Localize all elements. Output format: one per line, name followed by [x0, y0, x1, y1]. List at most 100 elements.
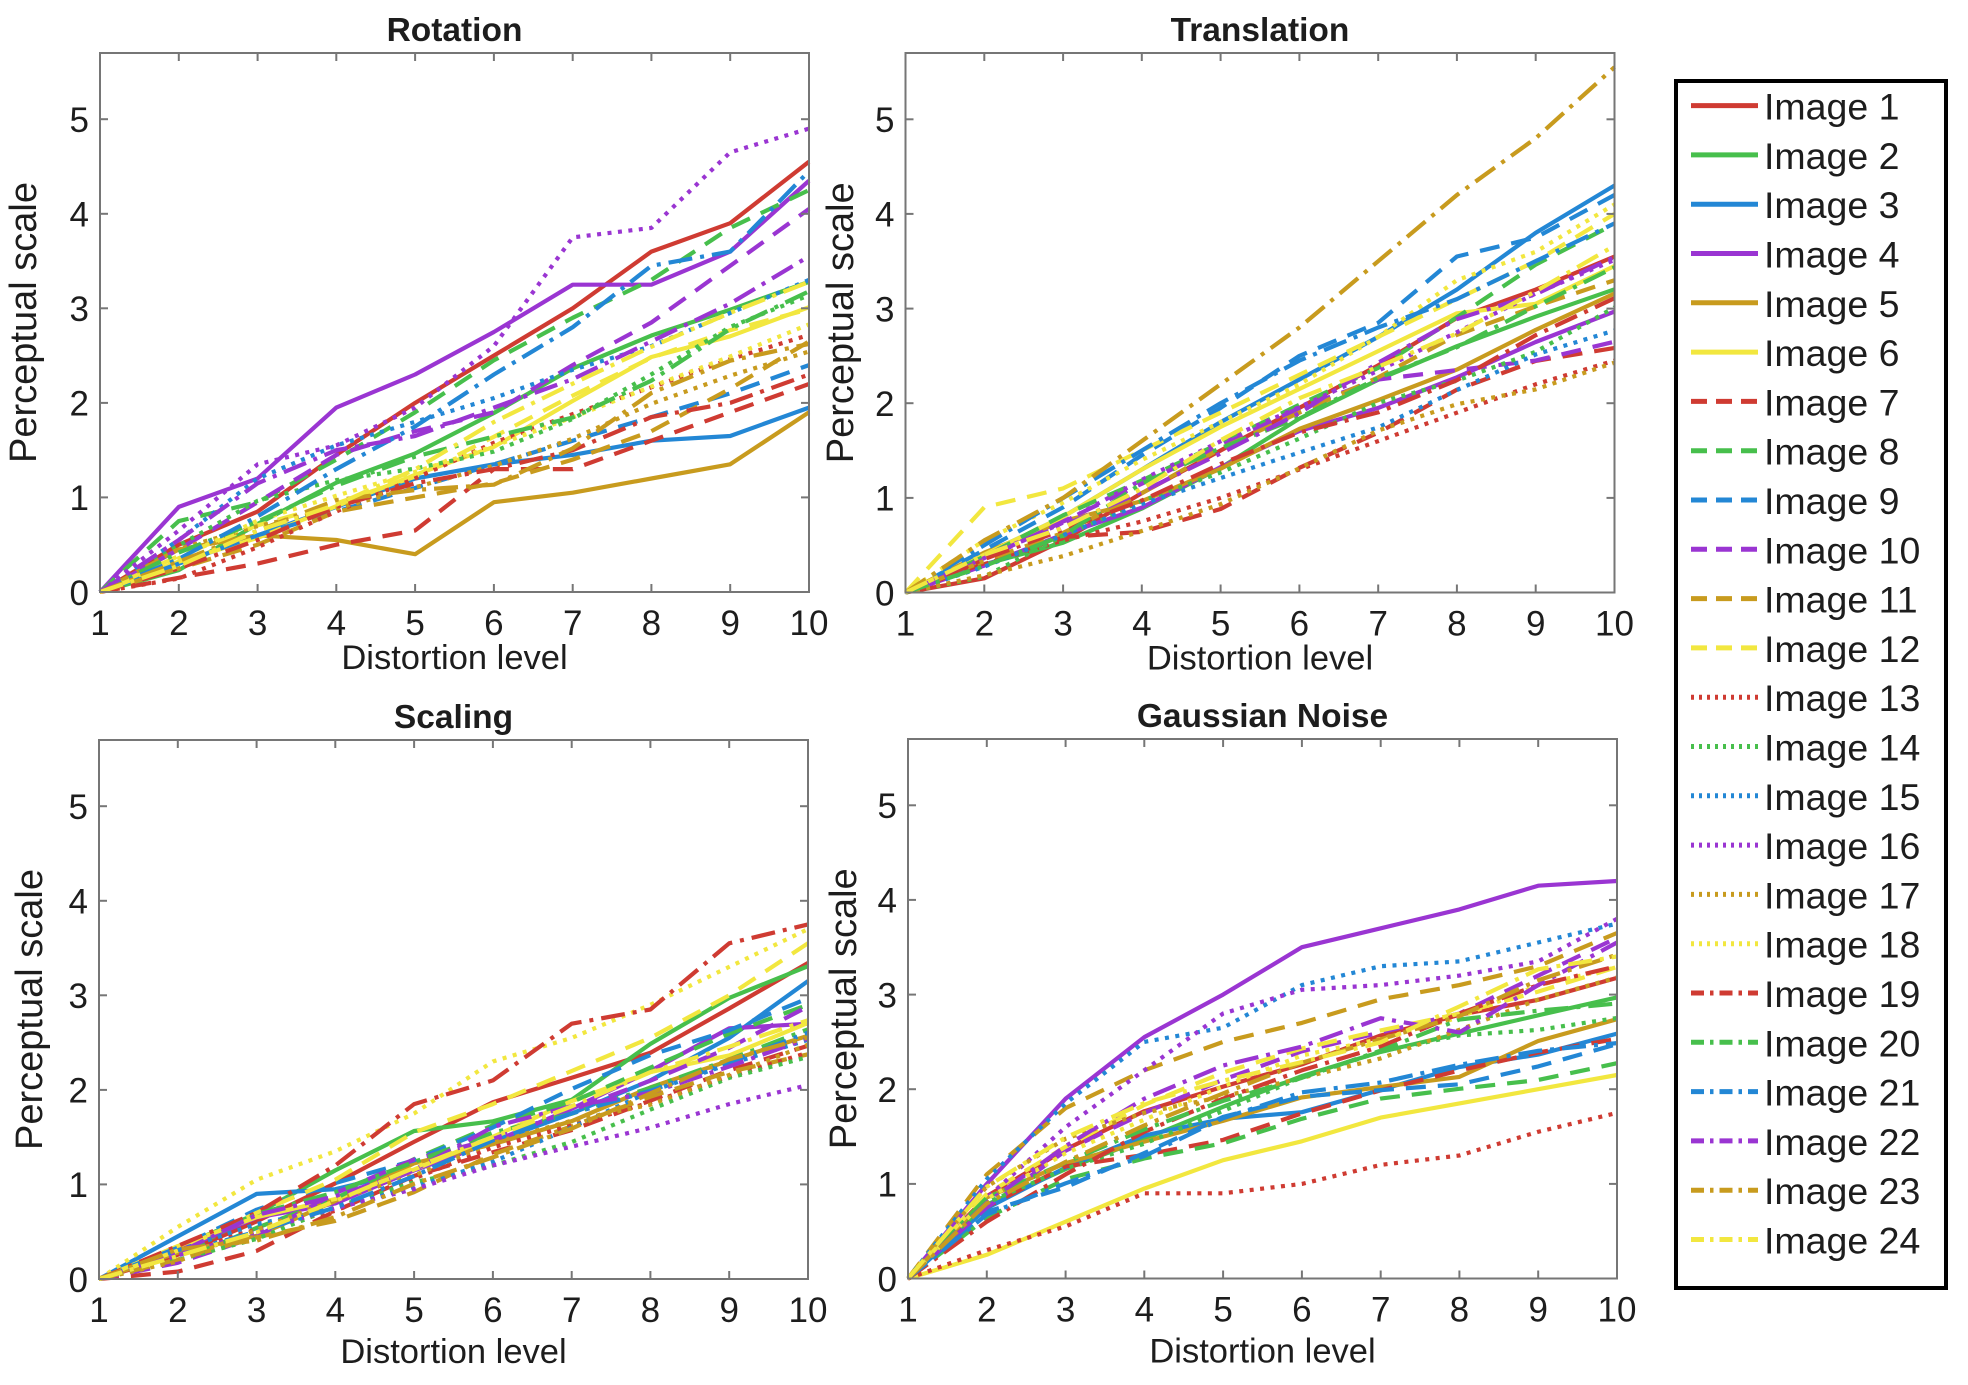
svg-text:Perceptual scale: Perceptual scale — [820, 182, 862, 463]
svg-text:Image 15: Image 15 — [1764, 776, 1920, 818]
svg-text:1: 1 — [69, 1166, 88, 1205]
svg-text:3: 3 — [70, 290, 89, 329]
svg-text:4: 4 — [1132, 605, 1151, 644]
svg-text:Image 8: Image 8 — [1764, 431, 1900, 473]
svg-text:Translation: Translation — [1171, 12, 1350, 49]
svg-text:9: 9 — [1526, 605, 1545, 644]
svg-text:6: 6 — [1292, 1291, 1311, 1330]
svg-text:Image 1: Image 1 — [1764, 86, 1900, 128]
svg-text:4: 4 — [878, 882, 897, 921]
svg-text:Image 3: Image 3 — [1764, 184, 1900, 226]
svg-text:1: 1 — [89, 1291, 108, 1330]
svg-text:Image 16: Image 16 — [1764, 825, 1920, 867]
svg-text:5: 5 — [1213, 1291, 1232, 1330]
svg-text:3: 3 — [248, 604, 267, 643]
svg-text:7: 7 — [563, 604, 582, 643]
svg-text:5: 5 — [405, 604, 424, 643]
svg-text:Scaling: Scaling — [394, 699, 513, 736]
svg-text:2: 2 — [69, 1072, 88, 1111]
svg-text:8: 8 — [1450, 1291, 1469, 1330]
svg-text:Image 9: Image 9 — [1764, 480, 1900, 522]
svg-text:2: 2 — [169, 604, 188, 643]
svg-text:3: 3 — [878, 976, 897, 1015]
svg-text:Image 13: Image 13 — [1764, 677, 1920, 719]
svg-text:3: 3 — [247, 1291, 266, 1330]
svg-text:5: 5 — [404, 1291, 423, 1330]
svg-text:4: 4 — [326, 1291, 345, 1330]
svg-text:3: 3 — [875, 290, 894, 329]
svg-text:3: 3 — [1056, 1291, 1075, 1330]
svg-text:7: 7 — [562, 1291, 581, 1330]
svg-text:Perceptual scale: Perceptual scale — [823, 868, 865, 1149]
svg-text:Image 2: Image 2 — [1764, 135, 1900, 177]
svg-text:9: 9 — [720, 604, 739, 643]
svg-text:Perceptual scale: Perceptual scale — [9, 869, 51, 1150]
svg-text:0: 0 — [875, 574, 894, 613]
svg-text:Image 21: Image 21 — [1764, 1072, 1920, 1114]
svg-text:0: 0 — [70, 574, 89, 613]
svg-text:Image 14: Image 14 — [1764, 727, 1920, 769]
svg-text:1: 1 — [70, 479, 89, 518]
svg-text:Image 7: Image 7 — [1764, 381, 1900, 423]
svg-text:8: 8 — [1447, 605, 1466, 644]
svg-text:4: 4 — [875, 196, 894, 235]
svg-text:7: 7 — [1368, 605, 1387, 644]
svg-text:9: 9 — [1528, 1291, 1547, 1330]
svg-text:Image 5: Image 5 — [1764, 283, 1900, 325]
svg-text:Image 12: Image 12 — [1764, 628, 1920, 670]
svg-text:Image 19: Image 19 — [1764, 973, 1920, 1015]
svg-text:1: 1 — [896, 605, 915, 644]
svg-text:Image 11: Image 11 — [1764, 579, 1918, 621]
svg-text:3: 3 — [1053, 605, 1072, 644]
svg-text:8: 8 — [641, 1291, 660, 1330]
svg-text:Image 24: Image 24 — [1764, 1220, 1920, 1262]
svg-text:1: 1 — [878, 1166, 897, 1205]
svg-text:4: 4 — [69, 883, 88, 922]
svg-text:1: 1 — [90, 604, 109, 643]
svg-text:Distortion level: Distortion level — [1149, 1333, 1375, 1371]
svg-text:Perceptual scale: Perceptual scale — [3, 182, 45, 463]
svg-text:0: 0 — [878, 1260, 897, 1299]
svg-text:Image 10: Image 10 — [1764, 529, 1920, 571]
svg-text:3: 3 — [69, 977, 88, 1016]
svg-text:10: 10 — [1595, 605, 1634, 644]
svg-text:2: 2 — [70, 385, 89, 424]
svg-text:2: 2 — [168, 1291, 187, 1330]
svg-text:2: 2 — [977, 1291, 996, 1330]
svg-text:9: 9 — [719, 1291, 738, 1330]
svg-text:2: 2 — [975, 605, 994, 644]
svg-text:Image 17: Image 17 — [1764, 874, 1920, 916]
svg-text:8: 8 — [642, 604, 661, 643]
svg-text:5: 5 — [69, 788, 88, 827]
svg-text:4: 4 — [70, 196, 89, 235]
svg-text:5: 5 — [70, 101, 89, 140]
svg-text:6: 6 — [483, 1291, 502, 1330]
svg-text:Image 22: Image 22 — [1764, 1121, 1920, 1163]
svg-text:1: 1 — [875, 480, 894, 519]
svg-text:10: 10 — [789, 1291, 828, 1330]
svg-text:6: 6 — [1290, 605, 1309, 644]
svg-text:Distortion level: Distortion level — [1147, 640, 1373, 678]
svg-text:Image 18: Image 18 — [1764, 924, 1920, 966]
svg-text:2: 2 — [878, 1071, 897, 1110]
svg-text:2: 2 — [875, 385, 894, 424]
svg-text:5: 5 — [1211, 605, 1230, 644]
svg-text:Image 4: Image 4 — [1764, 234, 1900, 276]
svg-text:5: 5 — [878, 787, 897, 826]
svg-text:6: 6 — [484, 604, 503, 643]
svg-text:Image 20: Image 20 — [1764, 1022, 1920, 1064]
svg-text:Distortion level: Distortion level — [340, 1333, 566, 1371]
svg-text:0: 0 — [69, 1261, 88, 1300]
svg-text:4: 4 — [327, 604, 346, 643]
svg-text:Rotation: Rotation — [387, 12, 523, 49]
svg-text:5: 5 — [875, 101, 894, 140]
svg-text:Image 23: Image 23 — [1764, 1170, 1920, 1212]
svg-text:7: 7 — [1371, 1291, 1390, 1330]
svg-text:Distortion level: Distortion level — [341, 639, 567, 677]
svg-text:Image 6: Image 6 — [1764, 332, 1900, 374]
svg-text:4: 4 — [1135, 1291, 1154, 1330]
svg-text:10: 10 — [790, 604, 829, 643]
svg-text:1: 1 — [898, 1291, 917, 1330]
svg-text:10: 10 — [1598, 1291, 1637, 1330]
svg-text:Gaussian Noise: Gaussian Noise — [1137, 698, 1388, 735]
